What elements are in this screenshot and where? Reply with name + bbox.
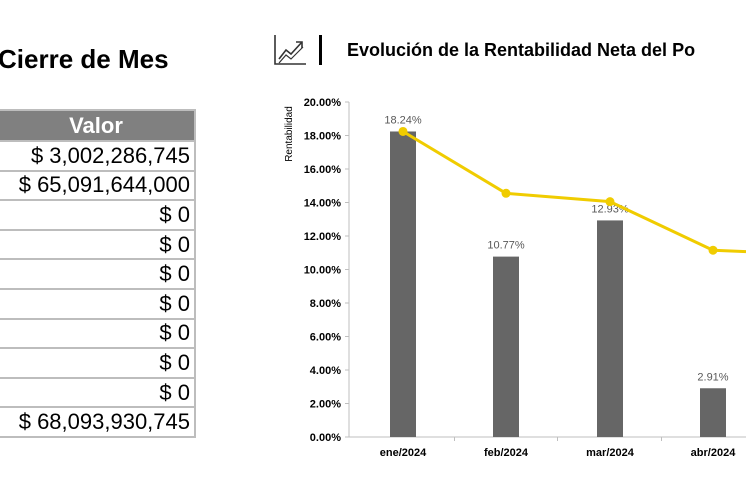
bar [493, 256, 519, 437]
bar [390, 131, 416, 438]
value-cell: $ 65,091,644,000 [0, 169, 196, 202]
y-tick-label: 6.00% [310, 332, 341, 344]
trend-line [402, 130, 746, 254]
value-column-header: Valor [0, 109, 196, 142]
value-cell: $ 3,002,286,745 [0, 140, 196, 172]
value-cell: $ 0 [0, 199, 196, 231]
y-tick-label: 8.00% [310, 298, 341, 310]
y-axis-label: Rentabilidad [284, 106, 295, 162]
value-cell: $ 0 [0, 228, 196, 261]
trend-point [605, 197, 615, 207]
value-cell: $ 0 [0, 258, 196, 290]
y-tick-label: 20.00% [304, 97, 342, 109]
x-tick-label: ene/2024 [380, 447, 427, 459]
x-tick-label: feb/2024 [484, 447, 529, 459]
bar [700, 388, 726, 437]
trend-point [708, 245, 718, 255]
value-cell: $ 0 [0, 376, 196, 409]
y-tick-label: 14.00% [304, 198, 342, 210]
trend-point [398, 126, 408, 136]
x-tick-label: mar/2024 [586, 447, 635, 459]
y-tick-label: 2.00% [310, 399, 341, 411]
y-tick-label: 12.00% [304, 231, 342, 243]
bar-data-label: 18.24% [384, 114, 422, 126]
bar-data-label: 10.77% [487, 240, 525, 252]
table-title: Cierre de Mes [0, 44, 169, 74]
value-total-cell: $ 68,093,930,745 [0, 406, 196, 438]
y-tick-label: 16.00% [304, 164, 342, 176]
bar [597, 220, 623, 437]
value-table: Valor $ 3,002,286,745 $ 65,091,644,000 $… [0, 109, 196, 438]
trend-point [501, 188, 511, 198]
y-tick-label: 4.00% [310, 365, 341, 377]
x-tick-label: abr/2024 [691, 447, 737, 459]
y-tick-label: 0.00% [310, 432, 341, 444]
value-cell: $ 0 [0, 317, 196, 350]
value-cell: $ 0 [0, 347, 196, 379]
trend-chart-icon [274, 35, 306, 65]
chart-title: Evolución de la Rentabilidad Neta del Po [347, 40, 696, 60]
bar-data-label: 2.91% [697, 371, 728, 383]
y-tick-label: 10.00% [304, 265, 342, 277]
y-tick-label: 18.00% [304, 131, 342, 143]
header-divider [319, 35, 322, 65]
value-cell: $ 0 [0, 287, 196, 320]
